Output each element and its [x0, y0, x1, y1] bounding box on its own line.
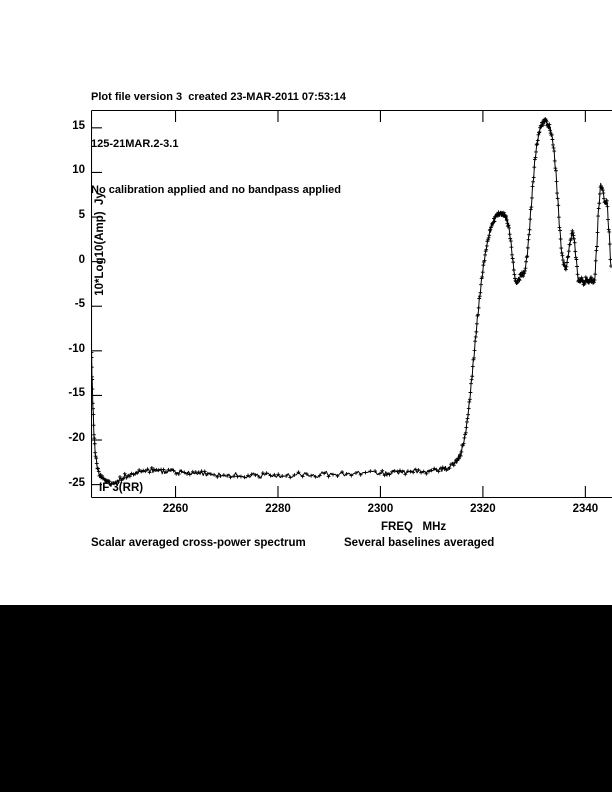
plot-header: Plot file version 3 created 23-MAR-2011 …: [91, 59, 346, 230]
plot-frame: [91, 110, 612, 498]
plot-ticks: [91, 110, 586, 498]
spectrum-svg: [91, 110, 612, 498]
footer-caption-right: Several baselines averaged: [344, 537, 495, 549]
footer-caption-left: Scalar averaged cross-power spectrum: [91, 537, 306, 549]
y-tick-label: 10: [72, 164, 85, 177]
spectrum-plot: [91, 110, 612, 498]
y-tick-label: -25: [68, 476, 85, 489]
bottom-black-band: [0, 605, 612, 792]
spectrum-trace: [91, 118, 612, 487]
x-tick-label: 2320: [470, 503, 496, 515]
x-tick-label: 2280: [265, 503, 291, 515]
y-tick-label: -20: [68, 432, 85, 445]
x-tick-label: 2300: [367, 503, 394, 515]
y-tick-label: -5: [74, 298, 85, 311]
y-tick-label: -15: [68, 387, 85, 400]
x-tick-labels: 2260 2280 2300 2320 2340: [0, 503, 612, 523]
header-line-version: Plot file version 3 created 23-MAR-2011 …: [91, 91, 346, 103]
if-label: IF 3(RR): [99, 482, 144, 494]
x-tick-label: 2340: [572, 503, 599, 515]
y-tick-labels: 15 10 5 0 -5 -10 -15 -20 -25: [41, 110, 85, 498]
y-tick-label: 15: [72, 119, 85, 132]
x-axis-title: FREQ MHz: [381, 521, 447, 533]
spectrum-markers: [91, 117, 612, 487]
header-line-calibration: No calibration applied and no bandpass a…: [91, 184, 341, 196]
y-tick-label: 5: [78, 209, 85, 222]
y-tick-label: -10: [68, 342, 85, 355]
header-line-dataset: 125-21MAR.2-3.1: [91, 137, 179, 150]
y-tick-label: 0: [78, 253, 85, 266]
x-tick-label: 2260: [162, 503, 189, 515]
